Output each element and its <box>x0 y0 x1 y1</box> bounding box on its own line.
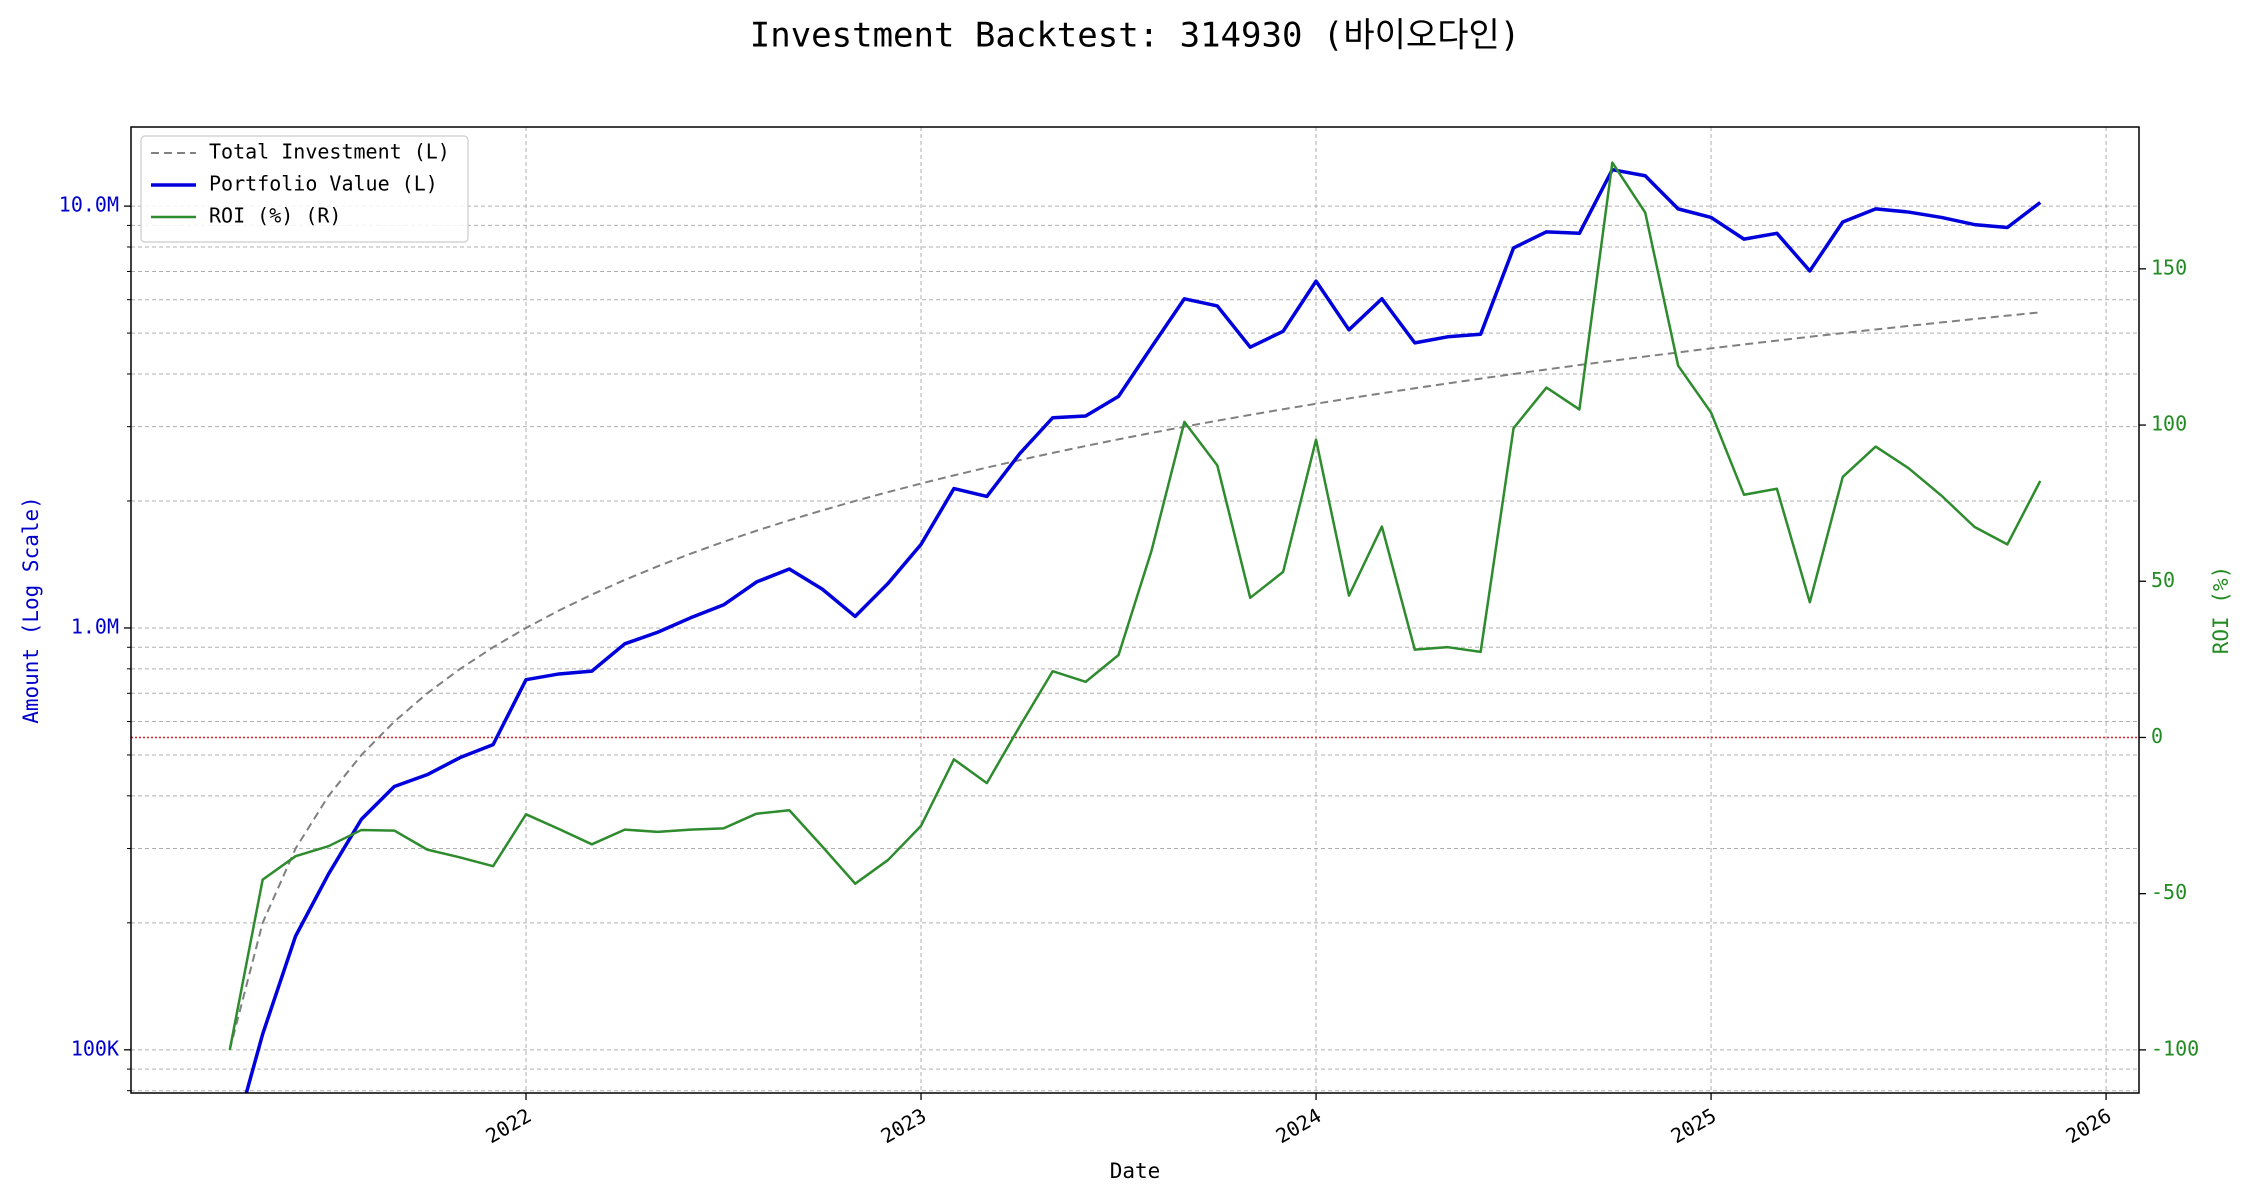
plot-area <box>131 161 2139 1093</box>
series-line <box>244 167 2042 1093</box>
y2-tick-label: -50 <box>2151 880 2187 904</box>
axes-frame <box>130 126 2140 1094</box>
y2-tick-label: 150 <box>2151 255 2187 279</box>
y2-axis-label: ROI (%) <box>2209 566 2233 655</box>
y-axis-label: Amount (Log Scale) <box>19 496 43 724</box>
legend: Total Investment (L) Portfolio Value (L) R… <box>140 135 469 243</box>
series-line <box>228 161 2042 1051</box>
series-line <box>228 311 2041 1051</box>
legend-label: Portfolio Value (L) <box>209 172 438 196</box>
y2-tick-label: 50 <box>2151 568 2175 592</box>
x-axis-label: Date <box>1110 1159 1161 1183</box>
y2-tick-label: -100 <box>2151 1036 2199 1060</box>
legend-label: ROI (%) (R) <box>209 204 341 228</box>
chart-title: Investment Backtest: 314930 (바이오다인) <box>750 16 1521 56</box>
y2-tick-label: 100 <box>2151 412 2187 436</box>
y-tick-label: 1.0M <box>71 614 119 638</box>
grid <box>131 127 2139 1093</box>
legend-label: Total Investment (L) <box>209 140 450 164</box>
y2-tick-label: 0 <box>2151 724 2163 748</box>
y-tick-label: 10.0M <box>59 193 119 217</box>
y-tick-label: 100K <box>71 1036 119 1060</box>
legend-box <box>140 135 469 243</box>
